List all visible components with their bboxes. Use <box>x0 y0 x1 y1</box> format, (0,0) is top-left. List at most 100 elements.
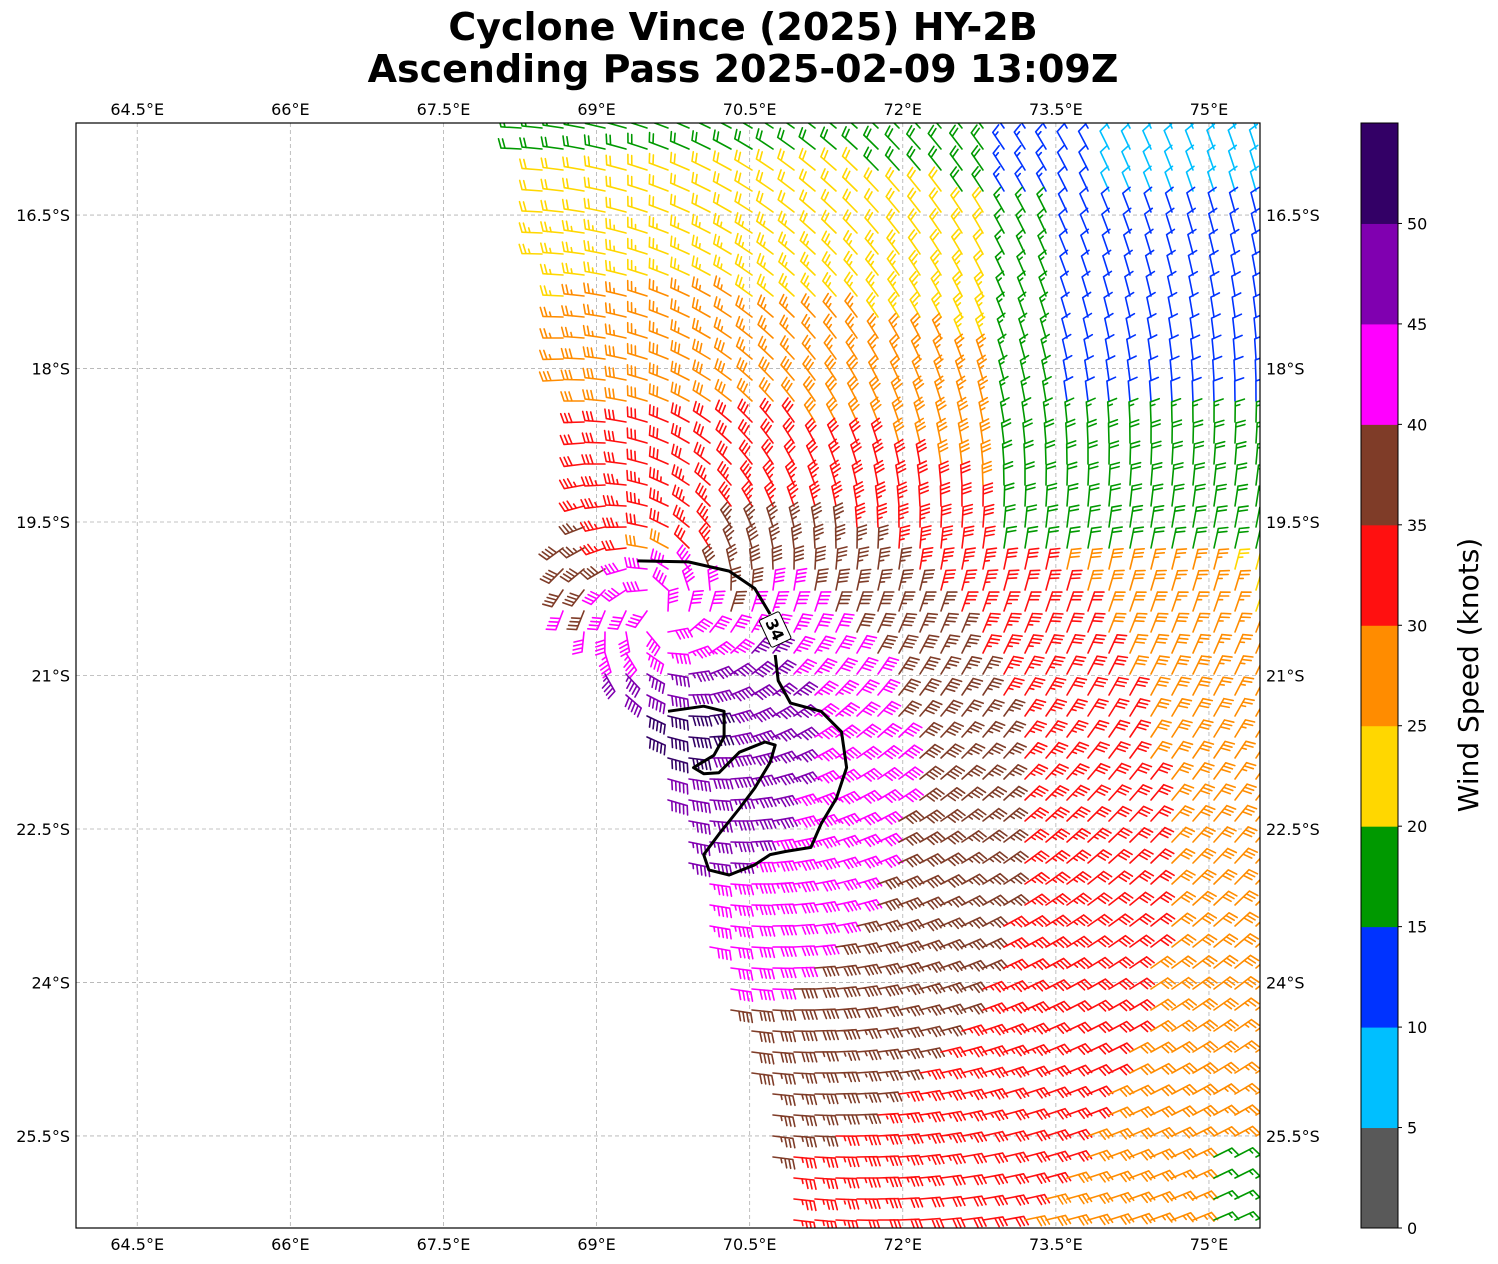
wind-barb <box>1213 462 1227 486</box>
wind-barb <box>691 192 711 213</box>
wind-barb <box>886 229 900 255</box>
wind-barb <box>1192 998 1218 1011</box>
wind-barb <box>1213 398 1224 423</box>
wind-barb <box>919 634 940 654</box>
wind-barb <box>688 645 715 659</box>
wind-barb <box>777 169 795 192</box>
wind-barb <box>626 469 648 486</box>
wind-barb <box>1250 207 1260 234</box>
wind-barb <box>961 959 988 972</box>
colorbar-tick-label: 25 <box>1407 717 1427 736</box>
lat-tick-label-left: 19.5°S <box>16 513 70 532</box>
wind-barb <box>843 250 858 276</box>
wind-barb <box>1024 936 1051 949</box>
wind-barb <box>898 546 913 570</box>
wind-barb <box>850 438 862 465</box>
wind-barb <box>982 677 1004 696</box>
wind-barb <box>1101 207 1110 234</box>
wind-barb <box>919 961 946 973</box>
wind-barb <box>1003 958 1030 971</box>
wind-barb <box>919 787 945 802</box>
wind-barb <box>996 312 1006 339</box>
wind-barb <box>835 1092 860 1104</box>
wind-barb <box>919 656 941 675</box>
wind-barb <box>814 1008 840 1020</box>
wind-barb <box>999 397 1010 423</box>
colorbar-tick-label: 20 <box>1407 817 1427 836</box>
wind-barb <box>1165 228 1176 255</box>
wind-barb <box>1192 719 1214 738</box>
wind-barb <box>940 830 967 845</box>
wind-barb <box>982 503 995 528</box>
wind-barb <box>1150 869 1175 885</box>
wind-barb <box>499 123 522 129</box>
wind-barb <box>545 610 564 631</box>
lat-tick-label-right: 19.5°S <box>1266 513 1320 532</box>
wind-barb <box>1213 1147 1240 1158</box>
wind-barb <box>1234 441 1247 465</box>
wind-barb <box>1045 655 1066 675</box>
wind-barb <box>538 370 564 382</box>
wind-barb <box>772 816 798 829</box>
wind-barb <box>648 278 669 297</box>
wind-barb <box>1234 1061 1260 1074</box>
wind-barb <box>814 1198 839 1211</box>
wind-barb <box>971 186 984 213</box>
wind-barb <box>1171 1019 1198 1032</box>
wind-barb <box>1171 1041 1198 1053</box>
wind-barb <box>1045 936 1072 949</box>
wind-barb <box>982 1194 1008 1207</box>
wind-barb <box>1171 548 1188 570</box>
wind-barb <box>1213 505 1228 528</box>
wind-barb <box>1066 655 1087 675</box>
wind-barb <box>1186 207 1196 234</box>
wind-barb <box>1150 419 1161 444</box>
wind-barb <box>961 699 984 717</box>
wind-barb <box>1024 915 1051 927</box>
wind-barb <box>993 186 1005 213</box>
lat-tick-label-right: 22.5°S <box>1266 820 1320 839</box>
wind-barb <box>1066 741 1090 759</box>
wind-barb <box>1045 1150 1072 1163</box>
wind-barb <box>1192 805 1216 822</box>
wind-barb <box>1066 784 1091 801</box>
wind-barb <box>1142 165 1152 192</box>
wind-barb <box>851 459 863 486</box>
wind-barb <box>714 358 732 381</box>
wind-barb <box>561 283 585 297</box>
wind-barb <box>670 402 690 423</box>
wind-barb <box>1231 292 1242 318</box>
wind-barb <box>1087 806 1112 822</box>
wind-barb <box>670 319 690 339</box>
wind-barb <box>982 980 1009 993</box>
wind-barb <box>1038 270 1048 297</box>
wind-barb <box>856 1092 882 1103</box>
wind-barb <box>906 166 921 192</box>
wind-barb <box>772 682 798 697</box>
wind-barb <box>898 810 925 825</box>
wind-barb <box>1087 956 1114 969</box>
wind-barb <box>835 591 853 612</box>
wind-barb <box>906 125 921 150</box>
wind-barb <box>1192 783 1216 801</box>
wind-barb <box>856 985 882 997</box>
wind-barb <box>1087 612 1106 633</box>
wind-barb <box>1234 783 1257 801</box>
wind-barb <box>1108 913 1134 927</box>
wind-barb <box>915 438 927 465</box>
wind-barb <box>992 165 1005 192</box>
wind-barb <box>626 321 648 339</box>
wind-barb <box>1234 655 1254 675</box>
wind-barb <box>648 257 669 276</box>
wind-barb <box>856 1049 882 1061</box>
wind-barb <box>1171 1148 1198 1160</box>
wind-barb <box>1087 870 1113 885</box>
wind-barb <box>1150 462 1163 486</box>
wind-barb <box>1129 461 1142 486</box>
wind-barb <box>982 482 994 507</box>
wind-barb <box>667 694 690 710</box>
wind-barb <box>877 1133 903 1145</box>
wind-barb <box>1213 1126 1240 1137</box>
wind-barb <box>691 317 711 339</box>
wind-barb <box>1045 828 1071 843</box>
